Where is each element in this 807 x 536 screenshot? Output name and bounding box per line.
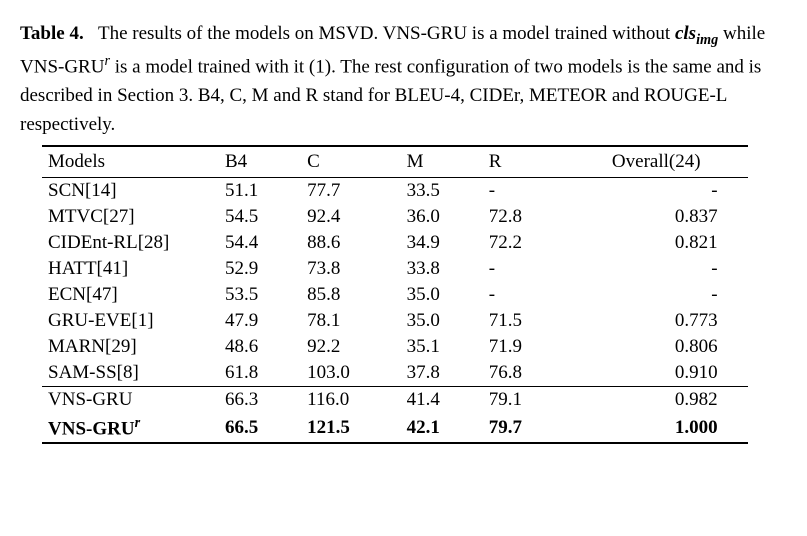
cell-c: 92.4 bbox=[301, 204, 400, 230]
cell-overall: 0.837 bbox=[565, 204, 748, 230]
cell-model: SCN[14] bbox=[42, 178, 219, 205]
cell-m: 33.5 bbox=[401, 178, 483, 205]
cell-b4: 51.1 bbox=[219, 178, 301, 205]
cell-c: 92.2 bbox=[301, 334, 400, 360]
caption-part3: is a model trained with it (1). The rest… bbox=[20, 57, 761, 135]
results-table: Models B4 C M R Overall(24) SCN[14]51.17… bbox=[42, 145, 748, 444]
cell-r: 79.1 bbox=[483, 387, 565, 414]
cell-b4: 54.4 bbox=[219, 230, 301, 256]
table-row: CIDEnt-RL[28]54.488.634.972.20.821 bbox=[42, 230, 748, 256]
cell-model: CIDEnt-RL[28] bbox=[42, 230, 219, 256]
cell-c: 88.6 bbox=[301, 230, 400, 256]
cell-model: SAM-SS[8] bbox=[42, 360, 219, 387]
cell-overall: 1.000 bbox=[565, 413, 748, 443]
cell-model: VNS-GRUr bbox=[42, 413, 219, 443]
cell-r: 71.5 bbox=[483, 308, 565, 334]
cell-overall: 0.821 bbox=[565, 230, 748, 256]
cell-b4: 47.9 bbox=[219, 308, 301, 334]
cell-c: 78.1 bbox=[301, 308, 400, 334]
cell-c: 103.0 bbox=[301, 360, 400, 387]
table-row: GRU-EVE[1]47.978.135.071.50.773 bbox=[42, 308, 748, 334]
cell-c: 73.8 bbox=[301, 256, 400, 282]
cell-overall: 0.982 bbox=[565, 387, 748, 414]
cell-m: 34.9 bbox=[401, 230, 483, 256]
cell-b4: 52.9 bbox=[219, 256, 301, 282]
header-row: Models B4 C M R Overall(24) bbox=[42, 146, 748, 178]
cell-model: VNS-GRU bbox=[42, 387, 219, 414]
cell-b4: 53.5 bbox=[219, 282, 301, 308]
cell-b4: 48.6 bbox=[219, 334, 301, 360]
cell-b4: 66.3 bbox=[219, 387, 301, 414]
cell-b4: 66.5 bbox=[219, 413, 301, 443]
cls-subscript: img bbox=[696, 32, 718, 48]
cls-term: clsimg bbox=[675, 23, 718, 44]
cell-r: - bbox=[483, 256, 565, 282]
header-r: R bbox=[483, 146, 565, 178]
cell-r: - bbox=[483, 178, 565, 205]
cell-overall: - bbox=[565, 256, 748, 282]
table-row: SAM-SS[8]61.8103.037.876.80.910 bbox=[42, 360, 748, 387]
cell-overall: 0.773 bbox=[565, 308, 748, 334]
header-models: Models bbox=[42, 146, 219, 178]
cell-c: 85.8 bbox=[301, 282, 400, 308]
cell-m: 42.1 bbox=[401, 413, 483, 443]
cell-overall: 0.806 bbox=[565, 334, 748, 360]
cell-r: - bbox=[483, 282, 565, 308]
cell-c: 121.5 bbox=[301, 413, 400, 443]
cell-overall: 0.910 bbox=[565, 360, 748, 387]
header-b4: B4 bbox=[219, 146, 301, 178]
table-caption: Table 4. The results of the models on MS… bbox=[20, 20, 787, 139]
cell-model: GRU-EVE[1] bbox=[42, 308, 219, 334]
table-label: Table 4. bbox=[20, 23, 84, 44]
cell-m: 36.0 bbox=[401, 204, 483, 230]
table-row: VNS-GRU66.3116.041.479.10.982 bbox=[42, 387, 748, 414]
cell-r: 79.7 bbox=[483, 413, 565, 443]
cell-model: ECN[47] bbox=[42, 282, 219, 308]
cell-r: 71.9 bbox=[483, 334, 565, 360]
cell-m: 33.8 bbox=[401, 256, 483, 282]
cell-m: 41.4 bbox=[401, 387, 483, 414]
header-overall: Overall(24) bbox=[565, 146, 748, 178]
table-row: MTVC[27]54.592.436.072.80.837 bbox=[42, 204, 748, 230]
cell-r: 72.8 bbox=[483, 204, 565, 230]
cell-r: 76.8 bbox=[483, 360, 565, 387]
cell-c: 116.0 bbox=[301, 387, 400, 414]
cell-b4: 61.8 bbox=[219, 360, 301, 387]
header-m: M bbox=[401, 146, 483, 178]
cell-r: 72.2 bbox=[483, 230, 565, 256]
cell-overall: - bbox=[565, 178, 748, 205]
caption-part1: The results of the models on MSVD. VNS-G… bbox=[98, 23, 675, 44]
cell-m: 35.1 bbox=[401, 334, 483, 360]
cell-b4: 54.5 bbox=[219, 204, 301, 230]
cell-model: HATT[41] bbox=[42, 256, 219, 282]
table-row: MARN[29]48.692.235.171.90.806 bbox=[42, 334, 748, 360]
table-row: VNS-GRUr66.5121.542.179.71.000 bbox=[42, 413, 748, 443]
cell-c: 77.7 bbox=[301, 178, 400, 205]
cell-m: 37.8 bbox=[401, 360, 483, 387]
table-body-baselines: SCN[14]51.177.733.5--MTVC[27]54.592.436.… bbox=[42, 178, 748, 387]
table-row: ECN[47]53.585.835.0-- bbox=[42, 282, 748, 308]
table-row: SCN[14]51.177.733.5-- bbox=[42, 178, 748, 205]
cls-base: cls bbox=[675, 23, 696, 44]
table-row: HATT[41]52.973.833.8-- bbox=[42, 256, 748, 282]
table-body-ours: VNS-GRU66.3116.041.479.10.982VNS-GRUr66.… bbox=[42, 387, 748, 444]
cell-overall: - bbox=[565, 282, 748, 308]
cell-m: 35.0 bbox=[401, 308, 483, 334]
cell-model: MARN[29] bbox=[42, 334, 219, 360]
cell-model: MTVC[27] bbox=[42, 204, 219, 230]
cell-m: 35.0 bbox=[401, 282, 483, 308]
header-c: C bbox=[301, 146, 400, 178]
